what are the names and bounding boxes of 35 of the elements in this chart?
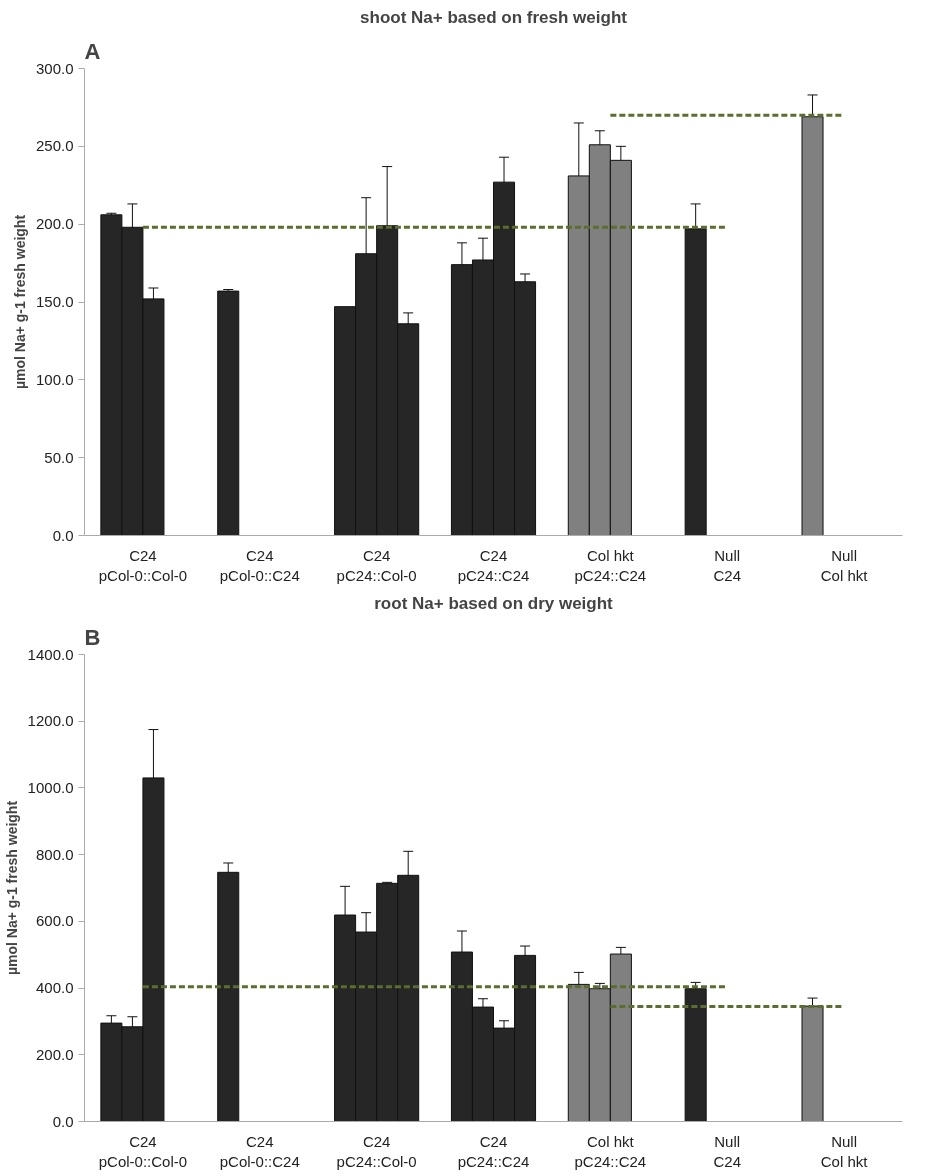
x-tick-label: C24 pC24::Col-0 <box>336 546 417 584</box>
x-tick-label: C24 pCol-0::Col-0 <box>98 546 188 584</box>
y-tick-label: 800.0 <box>35 845 74 863</box>
text: B <box>84 624 101 650</box>
y-tick-label: 400.0 <box>35 979 74 997</box>
x-tick-label: Null C24 <box>713 546 741 584</box>
y-tick-label: 0.0 <box>52 1112 74 1130</box>
x-tick-label: Col hkt pC24::C24 <box>574 546 647 584</box>
x-tick-label: Null C24 <box>713 1132 741 1170</box>
chart-title: shoot Na+ based on fresh weight <box>360 7 628 27</box>
x-tick-label: C24 pC24::Col-0 <box>336 1132 417 1170</box>
y-tick-label: 100.0 <box>35 370 74 388</box>
y-tick-label: 200.0 <box>35 215 74 233</box>
x-tick-label: Null Col hkt <box>820 546 869 584</box>
x-tick-label: Col hkt pC24::C24 <box>574 1132 647 1170</box>
y-tick-label: 1200.0 <box>27 712 74 730</box>
x-tick-label: C24 pCol-0::C24 <box>219 1132 300 1170</box>
y-tick-label: 300.0 <box>35 59 74 77</box>
text: A <box>84 38 101 64</box>
y-tick-label: 600.0 <box>35 912 74 930</box>
y-tick-label: 1000.0 <box>27 778 74 796</box>
y-tick-label: 150.0 <box>35 293 74 310</box>
x-tick-label: Null Col hkt <box>820 1132 869 1170</box>
y-tick-label: 0.0 <box>52 526 74 544</box>
x-tick-label: C24 pCol-0::Col-0 <box>98 1132 188 1170</box>
y-tick-label: 250.0 <box>35 137 74 155</box>
y-tick-label: 50.0 <box>44 448 74 466</box>
x-tick-label: C24 pC24::C24 <box>457 546 530 584</box>
x-tick-label: C24 pCol-0::C24 <box>219 546 300 584</box>
y-axis-title: µmol Na+ g-1 fresh weight <box>3 800 20 976</box>
y-axis-title: µmol Na+ g-1 fresh weight <box>11 214 28 390</box>
y-tick-label: 200.0 <box>35 1045 74 1063</box>
x-tick-label: C24 pC24::C24 <box>457 1132 530 1170</box>
y-tick-label: 1400.0 <box>27 645 74 663</box>
chart-title: root Na+ based on dry weight <box>374 593 614 613</box>
